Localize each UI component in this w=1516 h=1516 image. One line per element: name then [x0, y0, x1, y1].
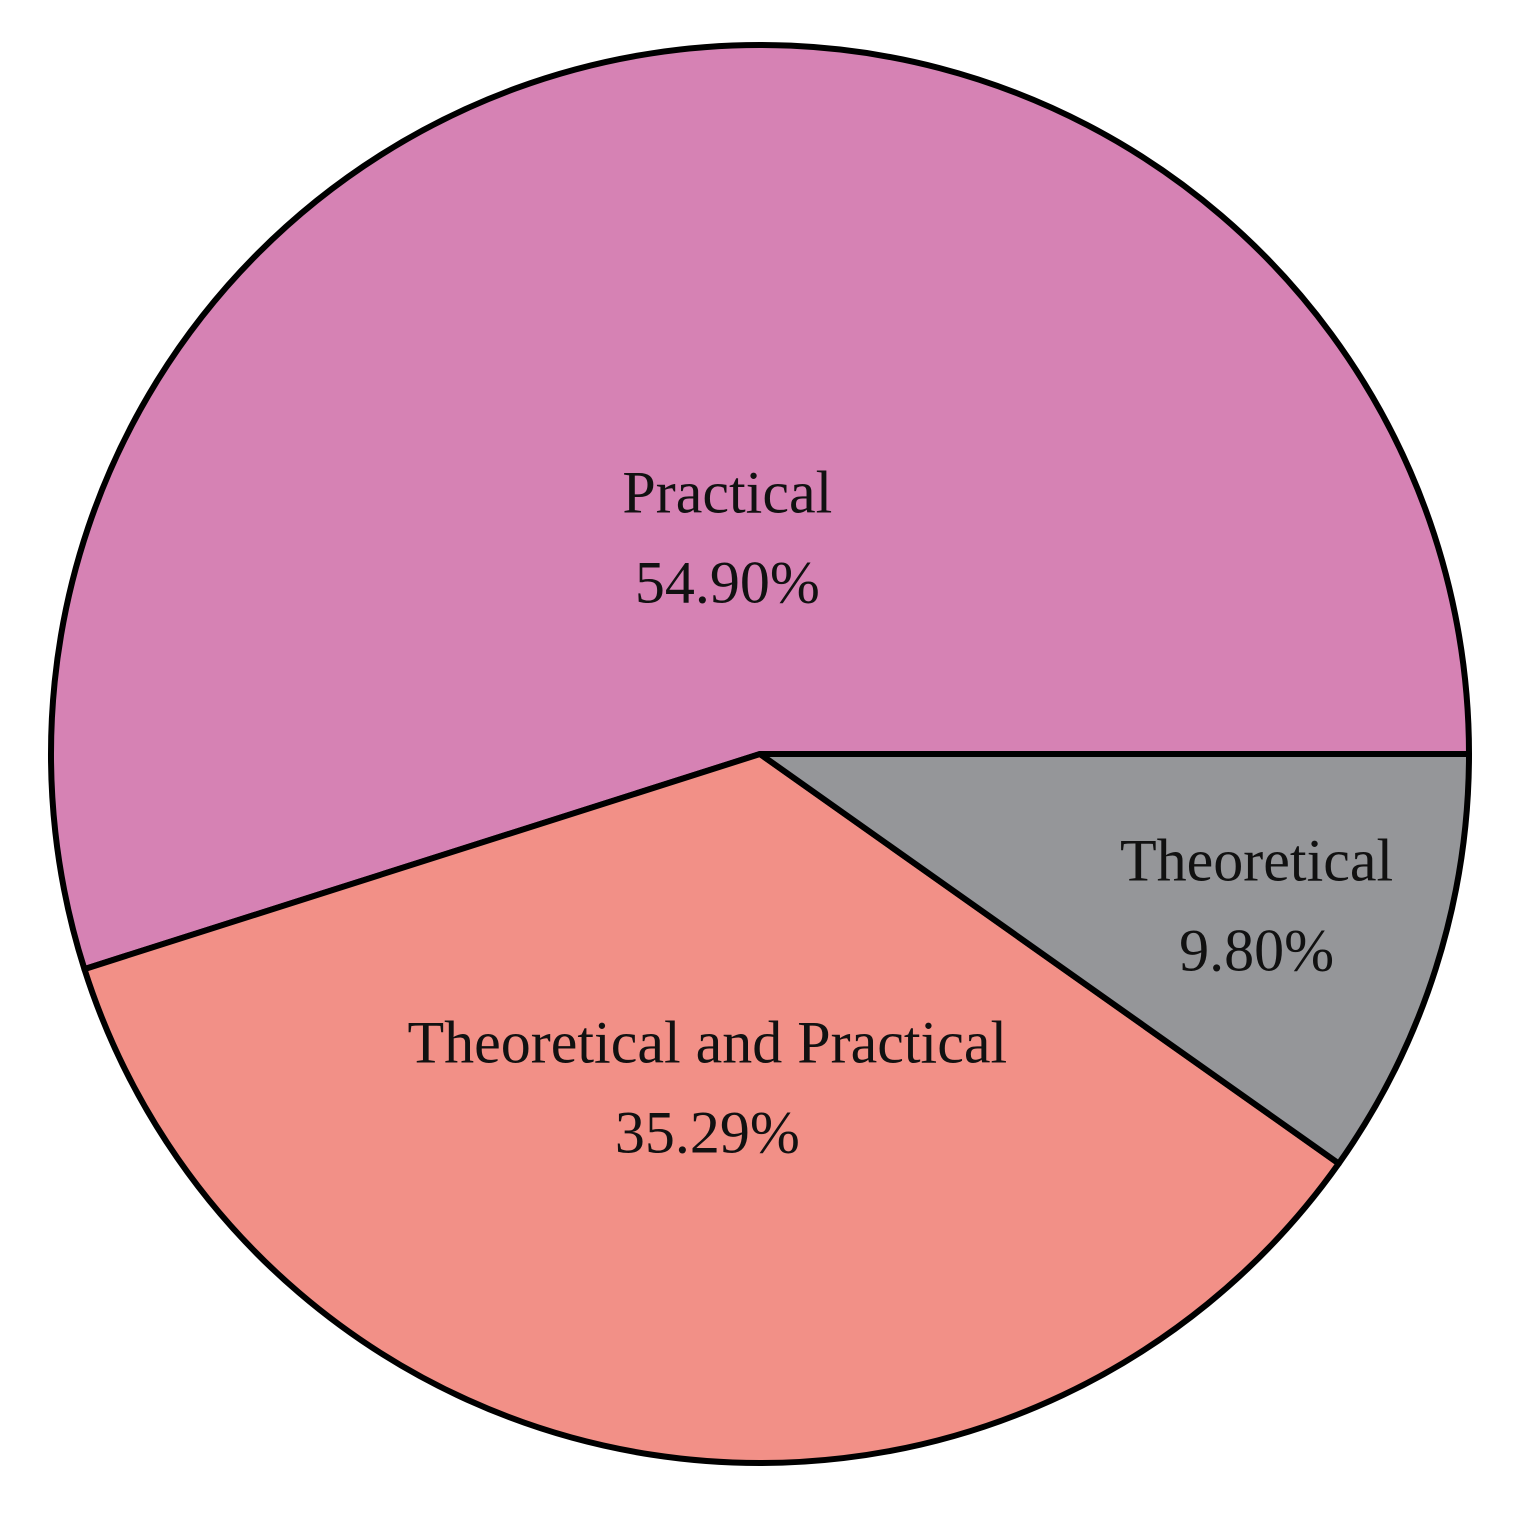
- value-label: 54.90%: [635, 550, 820, 616]
- pie-slice: [48, 42, 1472, 973]
- slice-label: Practical: [622, 460, 832, 526]
- pie-slice: [757, 751, 1472, 1167]
- slice-label: Theoretical and Practical: [407, 1010, 1007, 1076]
- value-label: 9.80%: [1179, 918, 1334, 984]
- pie-slice: [81, 751, 1342, 1466]
- value-label: 35.29%: [615, 1100, 800, 1166]
- slice-label: Theoretical: [1120, 828, 1393, 894]
